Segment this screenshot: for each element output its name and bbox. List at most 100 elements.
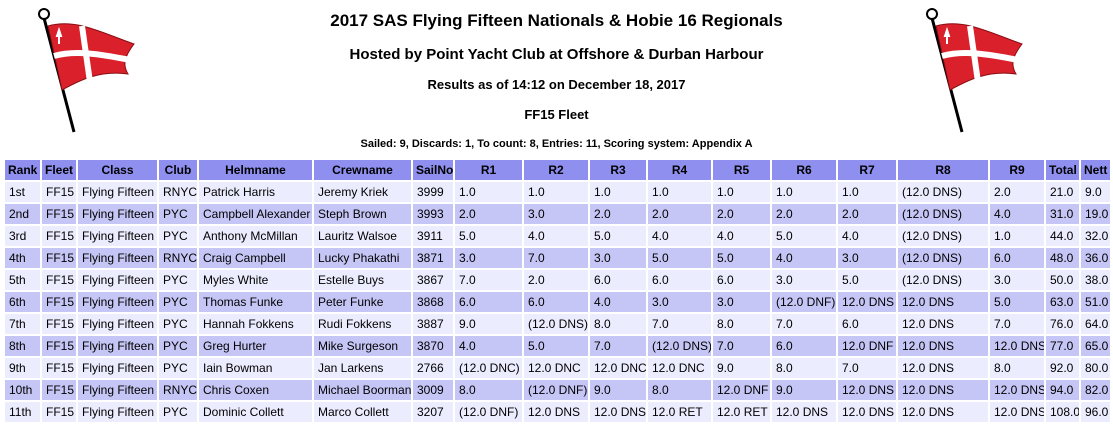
table-cell: 9.0 — [455, 314, 522, 334]
table-cell: Estelle Buys — [314, 270, 411, 290]
table-cell: 9.0 — [590, 380, 646, 400]
table-cell: 1.0 — [713, 182, 770, 202]
table-cell: 7.0 — [648, 314, 711, 334]
table-cell: 3.0 — [990, 270, 1044, 290]
table-cell: Flying Fifteen — [78, 358, 157, 378]
table-cell: (12.0 DNF) — [524, 380, 588, 400]
table-cell: 6.0 — [590, 270, 646, 290]
column-header: R6 — [772, 160, 836, 180]
table-cell: 12.0 DNS — [772, 402, 836, 422]
table-cell: PYC — [159, 204, 197, 224]
table-cell: Patrick Harris — [199, 182, 312, 202]
table-cell: Flying Fifteen — [78, 248, 157, 268]
table-cell: 65.0 — [1081, 336, 1110, 356]
column-header: SailNo — [413, 160, 453, 180]
table-cell: Greg Hurter — [199, 336, 312, 356]
table-cell: FF15 — [42, 336, 76, 356]
table-cell: 12.0 DNC — [590, 358, 646, 378]
table-cell: Flying Fifteen — [78, 402, 157, 422]
table-row: 6th FF15 Flying Fifteen PYC Thomas Funke Pete… — [5, 292, 1110, 312]
table-row: 4th FF15 Flying Fifteen RNYC Craig Campbell L… — [5, 248, 1110, 268]
table-cell: 1.0 — [990, 226, 1044, 246]
table-cell: (12.0 DNS) — [524, 314, 588, 334]
table-cell: 7.0 — [455, 270, 522, 290]
table-cell: 82.0 — [1081, 380, 1110, 400]
table-cell: 36.0 — [1081, 248, 1110, 268]
table-cell: 2.0 — [524, 270, 588, 290]
table-cell: 8.0 — [713, 314, 770, 334]
table-cell: 12.0 DNS — [838, 292, 896, 312]
table-cell: 12.0 DNS — [524, 402, 588, 422]
table-cell: FF15 — [42, 380, 76, 400]
table-cell: (12.0 DNS) — [898, 182, 988, 202]
table-cell: (12.0 DNS) — [898, 270, 988, 290]
table-row: 10th FF15 Flying Fifteen RNYC Chris Coxen Mic… — [5, 380, 1110, 400]
table-cell: 3.0 — [455, 248, 522, 268]
table-cell: 12.0 DNS — [838, 380, 896, 400]
scoring-summary: Sailed: 9, Discards: 1, To count: 8, Ent… — [360, 138, 753, 150]
table-cell: 2nd — [5, 204, 40, 224]
table-cell: 12.0 DNS — [838, 402, 896, 422]
table-cell: 1.0 — [772, 182, 836, 202]
table-cell: (12.0 DNS) — [898, 204, 988, 224]
column-header: Fleet — [42, 160, 76, 180]
table-cell: 9.0 — [772, 380, 836, 400]
table-cell: 2.0 — [772, 204, 836, 224]
table-cell: Flying Fifteen — [78, 204, 157, 224]
table-cell: 7th — [5, 314, 40, 334]
table-cell: 6th — [5, 292, 40, 312]
table-cell: 12.0 DNS — [990, 336, 1044, 356]
table-cell: Flying Fifteen — [78, 336, 157, 356]
table-cell: 12.0 DNS — [898, 336, 988, 356]
table-cell: (12.0 DNS) — [898, 226, 988, 246]
table-cell: 31.0 — [1046, 204, 1079, 224]
table-cell: Thomas Funke — [199, 292, 312, 312]
table-cell: FF15 — [42, 182, 76, 202]
page-title: 2017 SAS Flying Fifteen Nationals & Hobi… — [330, 11, 783, 30]
table-cell: 4.0 — [455, 336, 522, 356]
table-cell: 12.0 DNC — [524, 358, 588, 378]
table-cell: 8.0 — [990, 358, 1044, 378]
table-cell: Flying Fifteen — [78, 182, 157, 202]
table-cell: 8.0 — [590, 314, 646, 334]
table-cell: 3993 — [413, 204, 453, 224]
table-cell: 12.0 DNC — [648, 358, 711, 378]
table-cell: 32.0 — [1081, 226, 1110, 246]
table-cell: 94.0 — [1046, 380, 1079, 400]
column-header: R2 — [524, 160, 588, 180]
table-cell: 4.0 — [648, 226, 711, 246]
table-cell: Peter Funke — [314, 292, 411, 312]
club-burgee-flag-icon — [926, 8, 1023, 133]
column-header: Nett — [1081, 160, 1110, 180]
table-cell: 4.0 — [524, 226, 588, 246]
table-cell: FF15 — [42, 292, 76, 312]
table-cell: 3.0 — [713, 292, 770, 312]
table-cell: 7.0 — [590, 336, 646, 356]
table-cell: Flying Fifteen — [78, 226, 157, 246]
table-cell: 6.0 — [648, 270, 711, 290]
table-cell: 12.0 DNS — [590, 402, 646, 422]
table-cell: 3rd — [5, 226, 40, 246]
table-cell: 12.0 DNS — [990, 380, 1044, 400]
table-cell: 1.0 — [455, 182, 522, 202]
table-cell: 5th — [5, 270, 40, 290]
table-cell: Lauritz Walsoe — [314, 226, 411, 246]
table-cell: 2.0 — [648, 204, 711, 224]
table-cell: Jan Larkens — [314, 358, 411, 378]
table-cell: 5.0 — [455, 226, 522, 246]
table-cell: PYC — [159, 270, 197, 290]
table-cell: 10th — [5, 380, 40, 400]
column-header: R7 — [838, 160, 896, 180]
table-cell: Iain Bowman — [199, 358, 312, 378]
table-cell: 3.0 — [838, 248, 896, 268]
table-cell: 96.0 — [1081, 402, 1110, 422]
table-cell: 12.0 DNS — [898, 358, 988, 378]
column-header: R3 — [590, 160, 646, 180]
table-cell: 8.0 — [772, 358, 836, 378]
table-cell: 64.0 — [1081, 314, 1110, 334]
table-cell: 3.0 — [648, 292, 711, 312]
table-cell: 6.0 — [713, 270, 770, 290]
table-cell: 8th — [5, 336, 40, 356]
table-row: 11th FF15 Flying Fifteen PYC Dominic Collett… — [5, 402, 1110, 422]
table-cell: 12.0 DNS — [898, 380, 988, 400]
